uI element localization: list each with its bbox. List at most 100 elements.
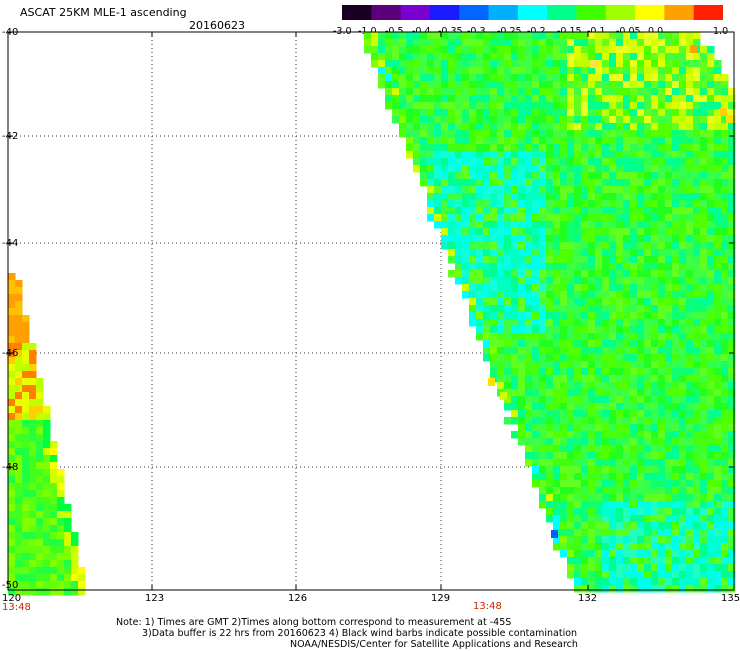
swath-cell — [511, 347, 519, 355]
swath-cell — [518, 144, 526, 152]
swath-cell — [602, 529, 610, 537]
swath-cell — [714, 116, 722, 124]
swath-cell — [525, 284, 533, 292]
swath-cell — [574, 312, 582, 320]
swath-cell — [476, 200, 484, 208]
swath-cell — [728, 249, 736, 257]
swath-cell — [679, 263, 687, 271]
swath-cell — [707, 466, 715, 474]
swath-cell — [630, 571, 638, 579]
swath-cell — [22, 448, 30, 456]
swath-cell — [567, 88, 575, 96]
swath-cell — [672, 137, 680, 145]
swath-cell — [686, 550, 694, 558]
swath-cell — [8, 406, 16, 414]
swath-cell — [532, 32, 540, 40]
swath-cell — [427, 109, 435, 117]
swath-cell — [693, 459, 701, 467]
swath-cell — [511, 186, 519, 194]
swath-cell — [665, 60, 673, 68]
swath-cell — [595, 536, 603, 544]
swath-cell — [728, 585, 736, 593]
swath-cell — [658, 515, 666, 523]
swath-cell — [539, 452, 547, 460]
swath-cell — [616, 333, 624, 341]
swath-cell — [525, 256, 533, 264]
swath-cell — [721, 284, 729, 292]
swath-cell — [728, 543, 736, 551]
swath-cell — [714, 452, 722, 460]
swath-cell — [630, 67, 638, 75]
swath-cell — [574, 319, 582, 327]
swath-cell — [728, 550, 736, 558]
swath-cell — [623, 564, 631, 572]
swath-cell — [602, 95, 610, 103]
swath-cell — [553, 417, 561, 425]
swath-cell — [22, 490, 30, 498]
swath-cell — [539, 95, 547, 103]
swath-cell — [616, 508, 624, 516]
swath-cell — [553, 74, 561, 82]
swath-cell — [637, 522, 645, 530]
footnote-line: Note: 1) Times are GMT 2)Times along bot… — [116, 617, 512, 628]
swath-cell — [567, 466, 575, 474]
swath-cell — [686, 186, 694, 194]
swath-cell — [22, 553, 30, 561]
swath-cell — [420, 116, 428, 124]
swath-cell — [665, 137, 673, 145]
swath-cell — [616, 578, 624, 586]
swath-cell — [497, 319, 505, 327]
swath-cell — [644, 228, 652, 236]
swath-cell — [616, 473, 624, 481]
swath-cell — [427, 179, 435, 187]
swath-cell — [22, 392, 30, 400]
swath-cell — [644, 515, 652, 523]
swath-cell — [679, 158, 687, 166]
swath-cell — [658, 263, 666, 271]
swath-cell — [595, 333, 603, 341]
swath-cell — [490, 32, 498, 40]
swath-cell — [15, 462, 23, 470]
swath-cell — [637, 165, 645, 173]
swath-cell — [658, 193, 666, 201]
swath-cell — [630, 361, 638, 369]
swath-cell — [455, 144, 463, 152]
swath-cell — [623, 263, 631, 271]
swath-cell — [630, 165, 638, 173]
swath-cell — [560, 249, 568, 257]
swath-cell — [525, 270, 533, 278]
swath-cell — [728, 347, 736, 355]
swath-cell — [532, 60, 540, 68]
swath-cell — [728, 109, 736, 117]
swath-cell — [700, 53, 708, 61]
swath-cell — [497, 46, 505, 54]
swath-cell — [462, 263, 470, 271]
swath-cell — [637, 88, 645, 96]
swath-cell — [595, 249, 603, 257]
swath-cell — [658, 284, 666, 292]
swath-cell — [630, 284, 638, 292]
swath-cell — [448, 116, 456, 124]
swath-cell — [574, 200, 582, 208]
swath-cell — [413, 67, 421, 75]
colorbar-segment — [371, 5, 402, 20]
swath-cell — [525, 459, 533, 467]
swath-cell — [532, 151, 540, 159]
swath-cell — [658, 144, 666, 152]
swath-cell — [609, 347, 617, 355]
x-tick-label: 135 — [721, 593, 740, 604]
swath-cell — [546, 354, 554, 362]
swath-cell — [539, 32, 547, 40]
swath-cell — [665, 410, 673, 418]
swath-cell — [672, 53, 680, 61]
swath-cell — [602, 291, 610, 299]
swath-cell — [651, 60, 659, 68]
swath-cell — [567, 536, 575, 544]
swath-cell — [651, 312, 659, 320]
swath-cell — [616, 270, 624, 278]
swath-cell — [15, 434, 23, 442]
swath-cell — [511, 207, 519, 215]
swath-cell — [574, 207, 582, 215]
swath-cell — [679, 249, 687, 257]
swath-cell — [714, 536, 722, 544]
